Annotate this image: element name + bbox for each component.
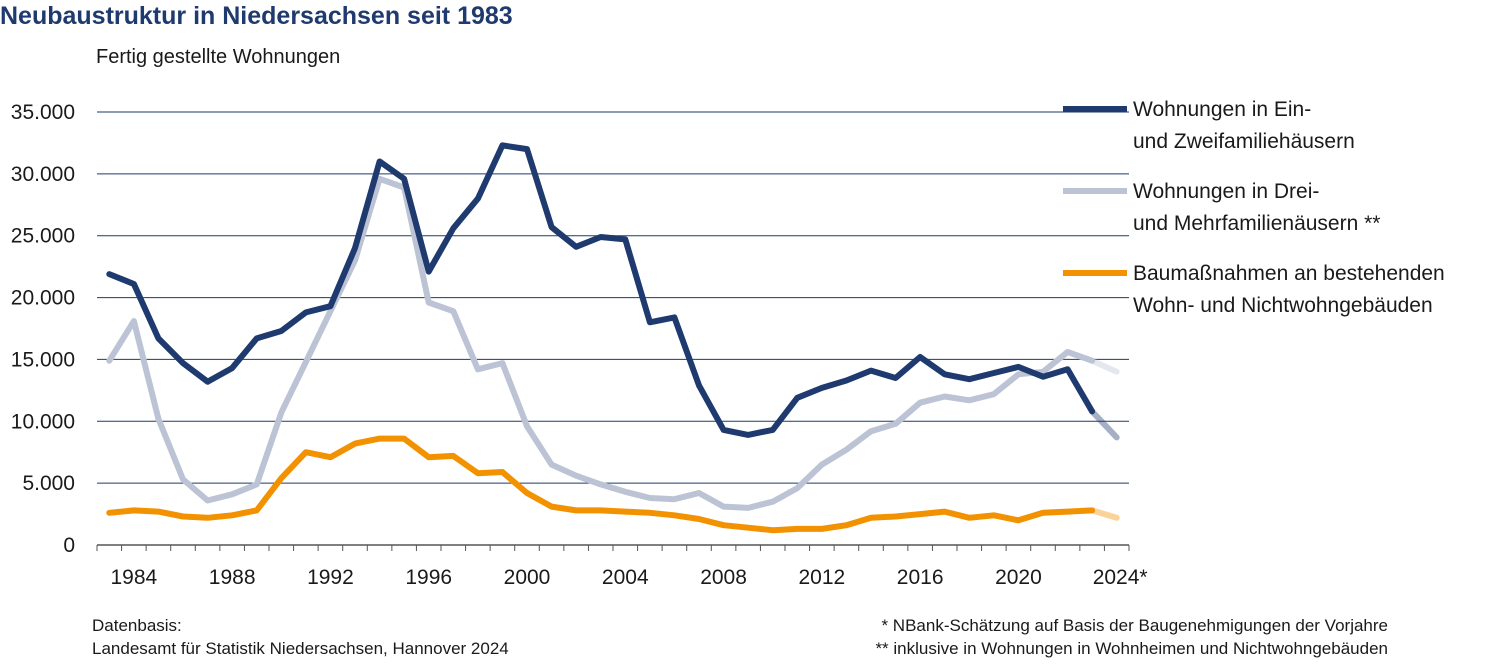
series-line-3 bbox=[106, 435, 1096, 534]
y-axis-label: Fertig gestellte Wohnungen bbox=[96, 46, 341, 68]
y-tick-label: 30.000 bbox=[11, 163, 75, 186]
x-tick-label: 1984 bbox=[110, 566, 157, 589]
y-tick-label: 15.000 bbox=[11, 348, 75, 371]
footnotes: * NBank-Schätzung auf Basis der Baugeneh… bbox=[875, 614, 1388, 660]
y-tick-label: 25.000 bbox=[11, 225, 75, 248]
y-tick-label: 5.000 bbox=[22, 472, 75, 495]
source-note: Datenbasis: Landesamt für Statistik Nied… bbox=[92, 614, 509, 660]
legend-label: Wohnungen in Ein- bbox=[1133, 98, 1311, 121]
x-tick-label: 2004 bbox=[602, 566, 649, 589]
series-estimate-segment-3 bbox=[1089, 507, 1120, 521]
footnote-inclusive: ** inklusive in Wohnungen in Wohnheimen … bbox=[875, 639, 1388, 658]
source-label: Datenbasis: bbox=[92, 616, 182, 635]
x-tick-label: 2008 bbox=[700, 566, 747, 589]
y-tick-label: 0 bbox=[63, 534, 75, 557]
legend-label: und Mehrfamilienäusern ** bbox=[1133, 212, 1380, 235]
x-tick-label: 2020 bbox=[995, 566, 1042, 589]
series-line-2 bbox=[106, 175, 1096, 511]
series-lines bbox=[106, 142, 1120, 534]
source-text: Landesamt für Statistik Niedersachsen, H… bbox=[92, 639, 509, 658]
x-tick-label: 2024* bbox=[1093, 566, 1148, 589]
x-tick-label-star: * bbox=[1139, 566, 1147, 589]
legend-label: Wohnungen in Drei- bbox=[1133, 180, 1319, 203]
series-line-1 bbox=[106, 142, 1096, 438]
x-tick-label: 1992 bbox=[307, 566, 354, 589]
y-tick-label: 35.000 bbox=[11, 101, 75, 124]
x-tick-label: 1996 bbox=[405, 566, 452, 589]
legend: Wohnungen in Ein-und Zweifamiliehäusern W… bbox=[1063, 98, 1445, 317]
y-axis-ticks: 0 5.000 10.000 15.000 20.000 25.000 30.000 35.0… bbox=[11, 101, 75, 557]
series-estimate-segment-2 bbox=[1089, 357, 1120, 375]
series-estimate-segment-1 bbox=[1089, 408, 1120, 441]
y-tick-label: 20.000 bbox=[11, 287, 75, 310]
y-tick-label: 10.000 bbox=[11, 410, 75, 433]
x-tick-label: 2016 bbox=[897, 566, 944, 589]
legend-label: und Zweifamiliehäusern bbox=[1133, 130, 1355, 153]
x-axis-ticks: 1984 1988 1992 1996 2000 2004 2008 2012 2016 2020… bbox=[96, 545, 1148, 589]
x-tick-label: 2000 bbox=[504, 566, 551, 589]
legend-label: Wohn- und Nichtwohngebäuden bbox=[1133, 294, 1433, 317]
x-tick-label: 1988 bbox=[209, 566, 256, 589]
footnote-estimate: * NBank-Schätzung auf Basis der Baugeneh… bbox=[881, 616, 1388, 635]
x-tick-label: 2012 bbox=[798, 566, 845, 589]
legend-label: Baumaßnahmen an bestehenden bbox=[1133, 262, 1445, 285]
chart-title: Neubaustruktur in Niedersachsen seit 198… bbox=[0, 2, 513, 30]
gridlines bbox=[97, 111, 1129, 546]
